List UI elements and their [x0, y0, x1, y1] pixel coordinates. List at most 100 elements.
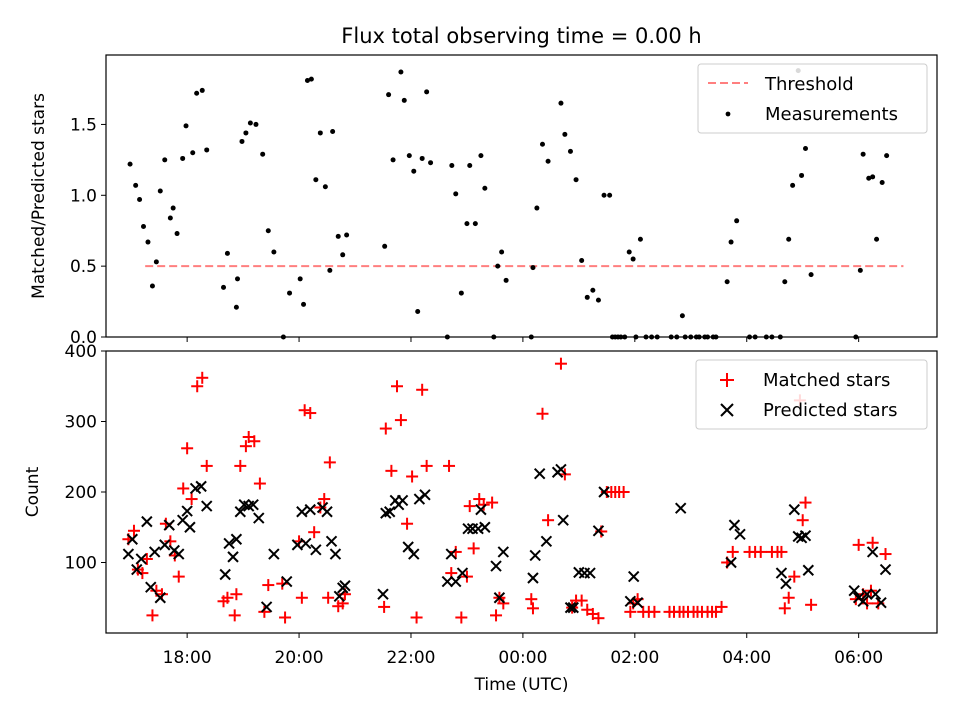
counts-y-tick-label: 400 — [65, 342, 97, 362]
measurement-point — [449, 163, 455, 169]
ratio-y-tick-label: 1.5 — [70, 115, 97, 135]
matched-star-point — [127, 524, 140, 537]
predicted-star-point — [145, 581, 157, 593]
predicted-star-point — [126, 533, 139, 545]
measurement-point — [782, 279, 788, 285]
matched-star-point — [866, 536, 879, 549]
predicted-star-point — [627, 570, 640, 583]
matched-star-point — [420, 459, 433, 472]
measurement-point — [415, 308, 421, 314]
predicted-star-point — [869, 588, 882, 600]
predicted-star-point — [300, 537, 312, 550]
measurement-point — [545, 158, 551, 164]
measurement-point — [194, 90, 200, 96]
measurement-point — [808, 272, 814, 278]
chart-title: Flux total observing time = 0.00 h — [341, 24, 701, 48]
measurement-point — [149, 283, 155, 289]
predicted-star-point — [154, 592, 166, 604]
predicted-star-point — [567, 601, 579, 614]
matched-star-point — [592, 612, 605, 625]
predicted-star-point — [555, 463, 567, 476]
predicted-star-point — [775, 567, 788, 579]
matched-star-point — [805, 598, 818, 611]
measurement-point — [530, 265, 536, 271]
measurement-point — [335, 233, 341, 239]
ratio-legend-box — [697, 63, 928, 134]
predicted-star-point — [253, 512, 265, 524]
predicted-star-point — [219, 568, 231, 581]
counts-y-tick-label: 300 — [65, 413, 97, 433]
matched-star-point — [140, 552, 153, 565]
measurement-point — [630, 256, 636, 262]
matched-star-point — [248, 435, 261, 448]
matched-star-point — [295, 591, 308, 604]
matched-star-point — [230, 588, 243, 601]
measurement-point — [802, 146, 808, 152]
matched-star-point — [276, 577, 289, 590]
matched-star-point — [782, 591, 795, 604]
matched-star-point — [196, 371, 209, 384]
measurement-point — [558, 100, 564, 106]
predicted-star-point — [799, 530, 812, 542]
predicted-star-point — [493, 592, 506, 604]
legend-matched-swatch — [720, 373, 734, 387]
predicted-star-point — [533, 467, 546, 480]
predicted-star-point — [304, 503, 316, 516]
counts-legend-box — [695, 359, 928, 430]
predicted-star-point — [445, 548, 457, 560]
predicted-star-point — [234, 506, 247, 518]
measurement-point — [724, 279, 730, 285]
matched-star-point — [185, 493, 198, 506]
matched-star-point — [443, 459, 456, 472]
predicted-star-point — [598, 486, 610, 498]
counts-x-tick-label: 06:00 — [834, 648, 883, 668]
measurement-point — [503, 277, 509, 283]
predicted-star-point — [728, 519, 741, 531]
counts-y-axis-label: Count — [23, 466, 43, 517]
measurement-point — [799, 172, 805, 178]
matched-star-point — [788, 570, 801, 583]
predicted-star-point — [247, 498, 259, 511]
counts-x-tick-label: 02:00 — [610, 648, 659, 668]
measurement-point — [401, 97, 407, 103]
matched-star-point — [279, 611, 292, 624]
matched-star-point — [136, 567, 149, 580]
counts-x-tick-label: 22:00 — [386, 648, 435, 668]
legend-matched-label: Matched stars — [763, 370, 890, 391]
predicted-star-point — [230, 533, 243, 545]
measurement-point — [406, 153, 412, 159]
counts-x-tick-label: 20:00 — [275, 648, 324, 668]
legend-threshold-label: Threshold — [764, 74, 854, 95]
measurement-point — [601, 192, 607, 198]
measurement-point — [140, 223, 146, 229]
matched-star-point — [799, 496, 812, 509]
measurement-point — [190, 150, 196, 156]
measurement-point — [398, 69, 404, 75]
matched-star-point — [172, 570, 185, 583]
matched-star-point — [323, 456, 336, 469]
counts-legend: Matched stars Predicted stars — [695, 359, 928, 430]
measurement-point — [233, 304, 239, 310]
matched-star-point — [181, 442, 194, 455]
matched-star-point — [526, 602, 539, 615]
measurement-point — [478, 153, 484, 159]
predicted-star-point — [329, 548, 342, 560]
matched-star-point — [542, 514, 555, 527]
measurement-point — [204, 147, 210, 153]
matched-star-point — [852, 538, 865, 551]
measurement-point — [239, 138, 245, 144]
matched-star-point — [221, 591, 234, 604]
measurement-point — [458, 290, 464, 296]
measurement-point — [330, 129, 336, 135]
counts-y-tick-label: 100 — [65, 554, 97, 574]
measurement-point — [428, 160, 434, 166]
predicted-star-point — [135, 553, 147, 565]
matched-star-point — [322, 591, 335, 604]
matched-star-point — [390, 380, 403, 393]
predicted-star-point — [674, 502, 687, 514]
predicted-star-point — [540, 535, 553, 548]
matched-star-point — [401, 517, 414, 530]
matched-star-point — [239, 440, 252, 453]
counts-x-tick-label: 04:00 — [722, 648, 771, 668]
